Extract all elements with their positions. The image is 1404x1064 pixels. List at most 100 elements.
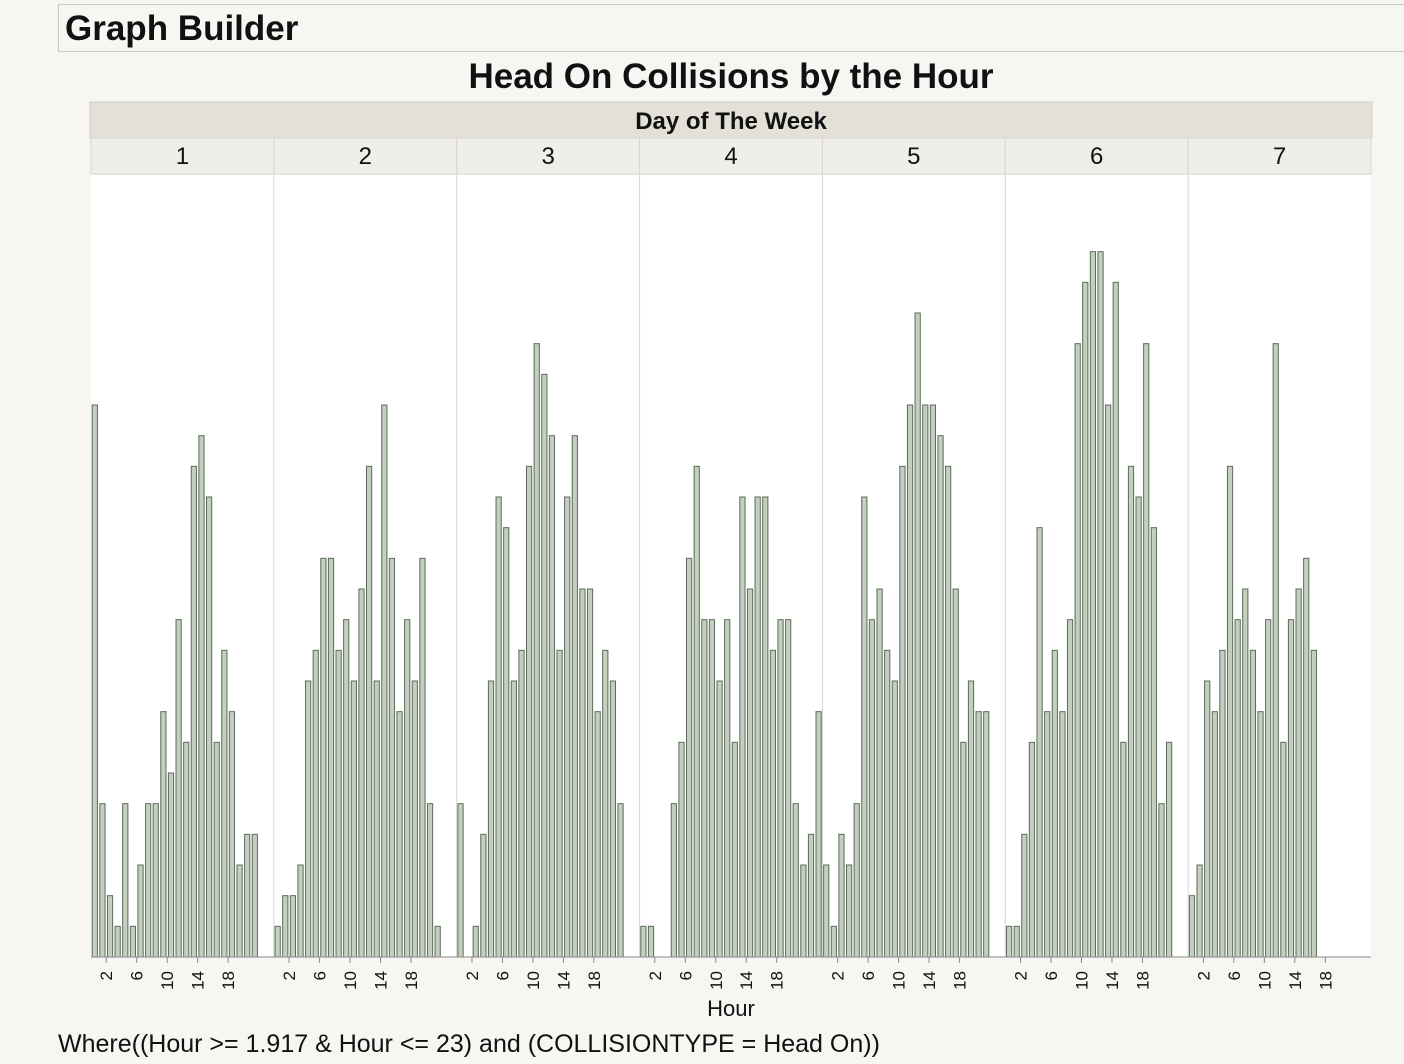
x-tick-label: 14 [1103, 971, 1122, 990]
bar [244, 833, 251, 958]
bar [1074, 343, 1081, 958]
bar [1005, 925, 1013, 958]
bar [1089, 251, 1097, 958]
bar [1234, 619, 1241, 958]
bar [868, 619, 876, 958]
bar [396, 711, 403, 958]
x-tick-label: 2 [829, 971, 848, 980]
bar [1120, 741, 1127, 958]
bar [685, 557, 693, 958]
bar [1211, 711, 1218, 958]
bar [792, 803, 799, 958]
bar [762, 496, 769, 958]
bar [1051, 649, 1058, 958]
bar [129, 925, 137, 958]
bar [983, 711, 990, 958]
bar [678, 741, 685, 958]
bar [1013, 925, 1020, 958]
bar [152, 803, 159, 958]
group-label-cell [1004, 137, 1189, 175]
bar [1143, 343, 1150, 958]
bar [564, 496, 571, 958]
bar [861, 496, 868, 958]
bar [312, 649, 319, 958]
panel-dividers [273, 175, 1189, 957]
bar [1310, 649, 1317, 958]
bar [1044, 711, 1051, 958]
bar [647, 925, 655, 958]
bar [716, 680, 723, 958]
group-label: 3 [541, 143, 554, 170]
chart-title: Head On Collisions by the Hour [468, 57, 994, 96]
bar [746, 588, 754, 958]
bar [617, 803, 624, 958]
chart-plot: Day of The Week 1 2 3 4 5 6 7 2 6 10 14 18 2 6 10 14 18… [89, 101, 1373, 1021]
bar [1066, 619, 1074, 958]
bar [190, 465, 197, 958]
x-tick-label: 14 [737, 971, 756, 990]
bar [1226, 465, 1234, 958]
x-tick-label: 10 [707, 971, 726, 990]
graph-builder-title: Graph Builder [65, 9, 299, 48]
bar [91, 404, 98, 958]
bar [693, 465, 700, 958]
group-header-label: Day of The Week [635, 108, 827, 135]
bar [929, 404, 937, 958]
bar [830, 925, 837, 958]
bar [724, 619, 731, 958]
bar [487, 680, 495, 958]
bar [381, 404, 388, 958]
bar [800, 864, 807, 958]
bar [548, 435, 556, 958]
group-label: 4 [724, 143, 737, 170]
x-tick-label: 14 [189, 971, 208, 990]
bar [708, 619, 716, 958]
bar [510, 680, 517, 958]
bar [297, 864, 304, 958]
bar [945, 465, 952, 958]
x-tick-label: 10 [1255, 971, 1274, 990]
x-tick-label: 10 [890, 971, 909, 990]
bar [365, 465, 373, 958]
x-axis-label: Hour [707, 996, 755, 1021]
bar [1265, 619, 1272, 958]
bar [426, 803, 434, 958]
bar [754, 496, 761, 958]
bar [320, 557, 327, 958]
bar [1158, 803, 1165, 958]
bar [845, 864, 853, 958]
x-tick-label: 18 [768, 971, 787, 990]
bar [213, 741, 220, 958]
x-tick-label: 18 [1133, 971, 1152, 990]
bar [114, 925, 121, 958]
bar [1021, 833, 1028, 958]
x-tick-label: 14 [920, 971, 939, 990]
bar [586, 588, 594, 958]
bar [1082, 281, 1089, 958]
bar [1295, 588, 1302, 958]
bar [556, 649, 563, 958]
bar [571, 435, 578, 958]
bar [388, 557, 396, 958]
x-tick-label: 14 [1286, 971, 1305, 990]
bar [891, 680, 898, 958]
group-label-row: 1 2 3 4 5 6 7 [90, 137, 1372, 175]
group-label-cell [456, 137, 641, 175]
x-tick-label: 2 [1012, 971, 1031, 980]
bar [1097, 251, 1104, 958]
plot-area [91, 175, 1371, 957]
where-clause: Where((Hour >= 1.917 & Hour <= 23) and (… [58, 1030, 880, 1058]
group-label-cell [639, 137, 823, 175]
bar [670, 803, 677, 958]
bar [106, 895, 114, 958]
x-tick-label: 2 [280, 971, 299, 980]
bar [884, 649, 891, 958]
bar [1249, 649, 1257, 958]
bar [122, 803, 129, 958]
bar [183, 741, 190, 958]
bar [1219, 649, 1226, 958]
x-tick-label: 6 [1225, 971, 1244, 980]
bar [1303, 557, 1310, 958]
bar [518, 649, 525, 958]
bar [541, 373, 548, 958]
